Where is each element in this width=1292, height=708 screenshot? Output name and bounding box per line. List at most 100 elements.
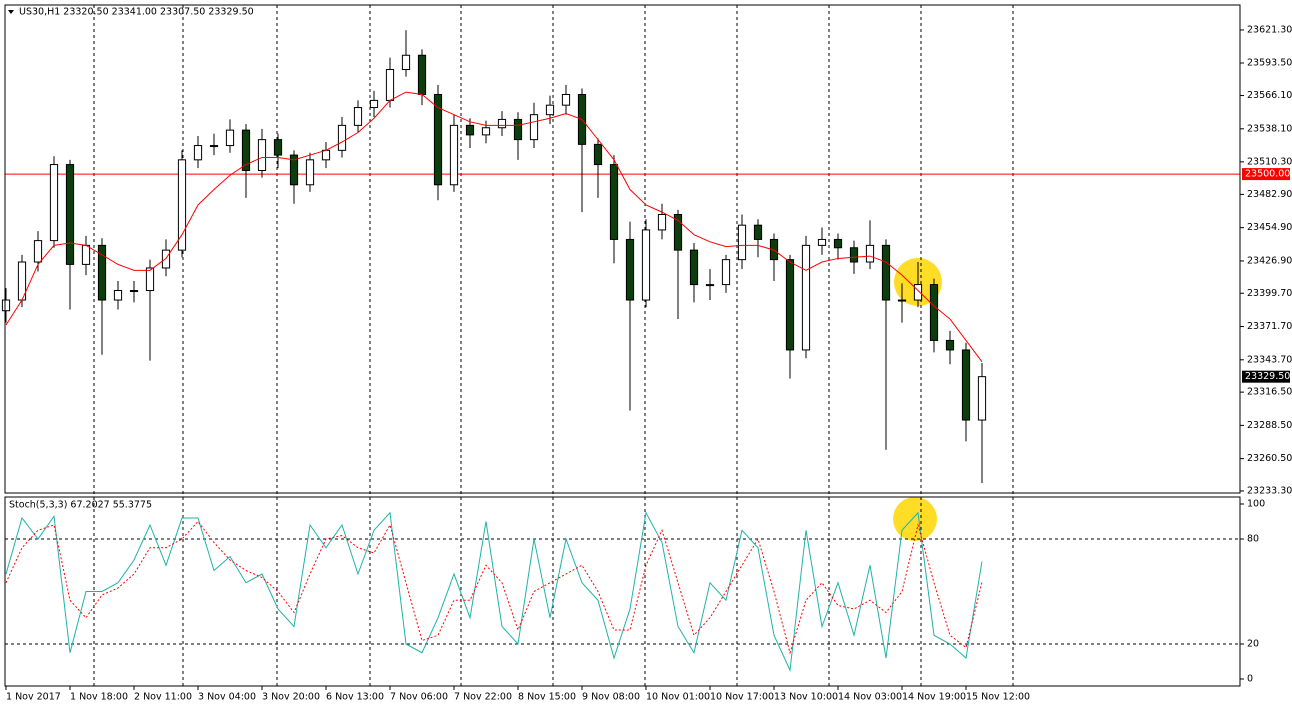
candle-body — [81, 244, 91, 265]
y-tick-label: 23260.50 — [1247, 453, 1292, 464]
candle-body — [33, 240, 43, 263]
x-tick-label: 15 Nov 12:00 — [966, 692, 1030, 703]
last-price-bg — [1242, 370, 1290, 383]
candle-body — [721, 259, 731, 286]
candle-body — [337, 124, 347, 151]
candle-body — [241, 129, 251, 172]
y-tick-label: 23371.70 — [1247, 321, 1292, 332]
candle-body — [273, 139, 283, 156]
stoch-title: Stoch(5,3,3) 67.2027 55.3775 — [9, 500, 152, 511]
candle-body — [529, 114, 539, 141]
x-tick-label: 6 Nov 13:00 — [326, 692, 384, 703]
y-tick-label: 23399.70 — [1247, 288, 1292, 299]
candle-body — [945, 339, 955, 351]
level-label-bg — [1242, 168, 1290, 181]
x-tick-label: 3 Nov 04:00 — [198, 692, 256, 703]
y-tick-label: 23482.90 — [1247, 189, 1292, 200]
candle-body — [65, 164, 75, 265]
candle-body — [849, 247, 859, 263]
candle-body — [561, 93, 571, 106]
y-tick-label: 23316.50 — [1247, 387, 1292, 398]
candle-body — [913, 284, 923, 301]
candle-body — [353, 107, 363, 126]
y-tick-label: 23454.90 — [1247, 222, 1292, 233]
candle-body — [593, 143, 603, 166]
candle-body — [897, 299, 907, 302]
moving-average — [5, 91, 983, 363]
candle-body — [641, 229, 651, 301]
candle-body — [465, 124, 475, 136]
y-tick-label: 23593.50 — [1247, 57, 1292, 68]
y-tick-label: 23426.90 — [1247, 255, 1292, 266]
candle-body — [833, 238, 843, 249]
candle-body — [193, 145, 203, 161]
candle-body — [417, 54, 427, 95]
stoch-panel-frame — [4, 496, 1241, 687]
chart-title: US30,H1 23320.50 23341.00 23307.50 23329… — [19, 7, 254, 18]
candle-body — [209, 145, 219, 148]
y-tick-label: 23233.30 — [1247, 485, 1292, 496]
candle-body — [497, 118, 507, 129]
y-tick-label: 100 — [1247, 499, 1265, 510]
last-price-label: 23329.50 — [1245, 371, 1290, 382]
candle-body — [737, 224, 747, 261]
candle-body — [801, 244, 811, 351]
y-tick-label: 0 — [1247, 674, 1253, 685]
candle-body — [113, 290, 123, 301]
candle-body — [129, 290, 139, 293]
candle-body — [401, 54, 411, 71]
x-tick-label: 14 Nov 19:00 — [902, 692, 966, 703]
candle-body — [625, 238, 635, 301]
x-tick-label: 10 Nov 01:00 — [646, 692, 710, 703]
candle-body — [97, 244, 107, 301]
candle-body — [881, 244, 891, 301]
level-label: 23500.00 — [1245, 169, 1290, 180]
candle-body — [753, 224, 763, 240]
candle-body — [257, 139, 267, 172]
x-tick-label: 10 Nov 17:00 — [710, 692, 774, 703]
candle-body — [433, 93, 443, 186]
x-tick-label: 2 Nov 11:00 — [134, 692, 192, 703]
x-tick-label: 9 Nov 08:00 — [582, 692, 640, 703]
candle-body — [929, 284, 939, 341]
y-tick-label: 23343.70 — [1247, 354, 1292, 365]
stoch-line — [5, 520, 983, 655]
candle-body — [673, 213, 683, 251]
candle-body — [689, 249, 699, 286]
candle-body — [305, 159, 315, 186]
candle-body — [49, 164, 59, 242]
candle-body — [961, 349, 971, 421]
candle-body — [705, 284, 715, 287]
candle-body — [817, 238, 827, 246]
candle-body — [1, 299, 11, 312]
candle-body — [657, 213, 667, 231]
menu-arrow — [8, 10, 14, 14]
y-tick-label: 80 — [1247, 534, 1259, 545]
x-tick-label: 14 Nov 03:00 — [838, 692, 902, 703]
x-tick-label: 3 Nov 20:00 — [262, 692, 320, 703]
y-tick-label: 23621.30 — [1247, 24, 1292, 35]
price-panel-frame — [4, 4, 1241, 494]
candle-body — [145, 267, 155, 292]
y-tick-label: 20 — [1247, 639, 1259, 650]
candle-body — [289, 154, 299, 186]
x-tick-label: 7 Nov 06:00 — [390, 692, 448, 703]
x-tick-label: 13 Nov 10:00 — [774, 692, 838, 703]
candle-body — [785, 259, 795, 351]
x-tick-label: 1 Nov 18:00 — [70, 692, 128, 703]
candle-body — [177, 159, 187, 251]
candle-body — [225, 129, 235, 147]
candle-body — [977, 376, 987, 421]
y-tick-label: 23566.10 — [1247, 90, 1292, 101]
candle-body — [321, 149, 331, 161]
x-tick-label: 8 Nov 15:00 — [518, 692, 576, 703]
plot — [1, 30, 1240, 673]
candle-body — [545, 104, 555, 116]
x-tick-label: 1 Nov 2017 — [6, 692, 61, 703]
candle-body — [609, 164, 619, 240]
candle-body — [449, 124, 459, 186]
y-tick-label: 23288.50 — [1247, 420, 1292, 431]
candle-body — [385, 69, 395, 101]
